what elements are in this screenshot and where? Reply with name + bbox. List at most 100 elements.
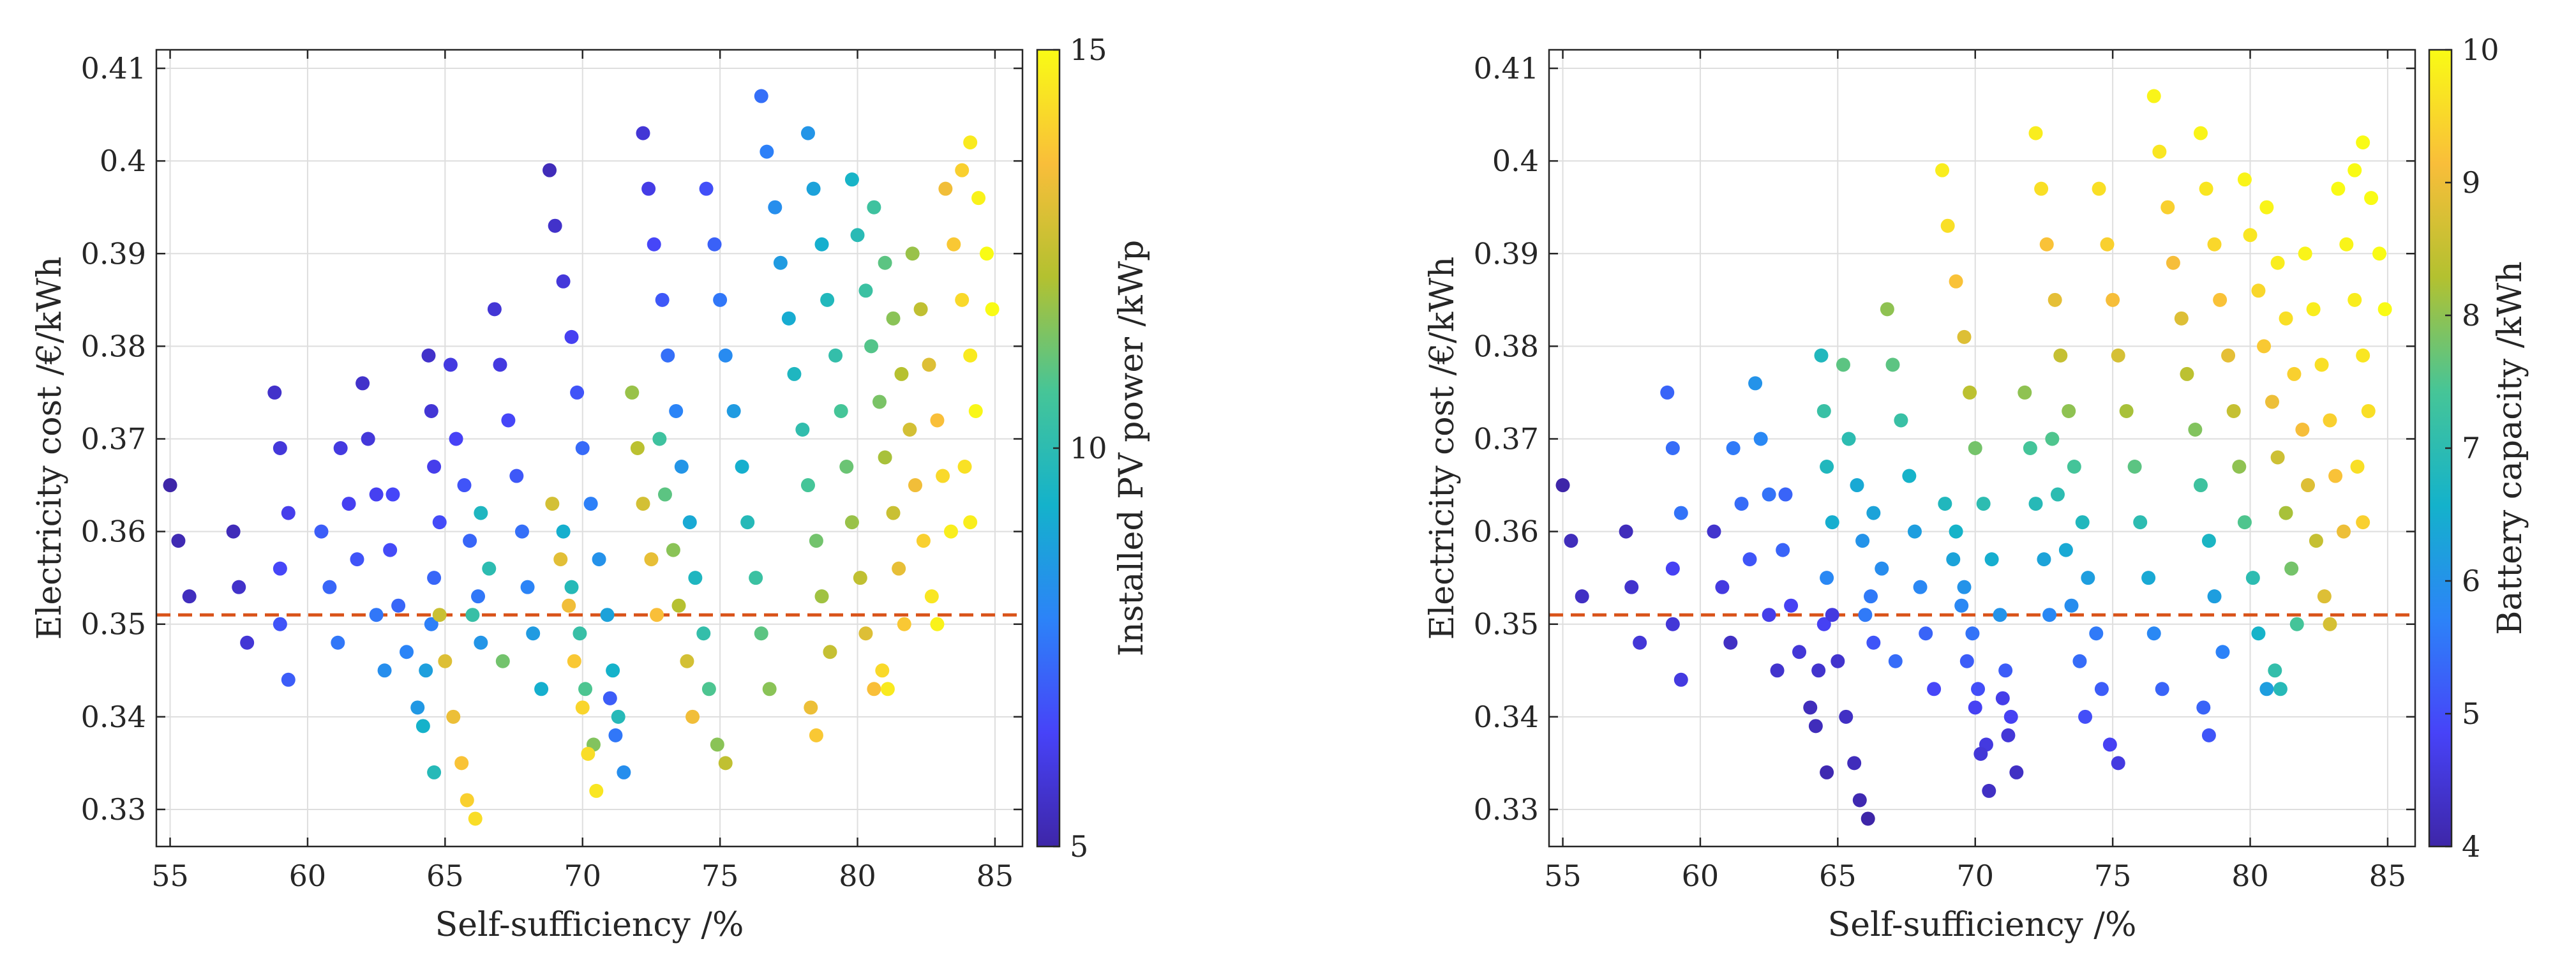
scatter-point: [562, 598, 576, 613]
scatter-point: [2152, 144, 2167, 159]
scatter-point: [543, 163, 557, 177]
scatter-point: [454, 756, 469, 771]
scatter-point: [1984, 552, 1999, 567]
scatter-point: [740, 515, 755, 530]
scatter-point: [707, 237, 722, 252]
scatter-point: [493, 357, 507, 372]
y-tick-label: 0.36: [1474, 515, 1539, 549]
scatter-point: [2356, 515, 2370, 530]
scatter-point: [2050, 487, 2065, 502]
scatter-point: [2279, 311, 2293, 326]
scatter-point: [564, 329, 579, 344]
scatter-point: [356, 376, 370, 391]
scatter-point: [534, 682, 549, 696]
scatter-point: [603, 691, 617, 705]
scatter-point: [1982, 783, 1996, 798]
scatter-point: [2339, 237, 2354, 252]
scatter-point: [2361, 403, 2376, 418]
scatter-point: [583, 497, 598, 511]
scatter-point: [1995, 691, 2010, 705]
scatter-point: [2064, 598, 2079, 613]
scatter-point: [809, 534, 823, 548]
scatter-point: [814, 589, 829, 604]
scatter-point: [331, 635, 345, 650]
y-tick-label: 0.37: [81, 421, 146, 456]
scatter-point: [760, 144, 774, 159]
scatter-point: [1778, 487, 1793, 502]
scatter-point: [556, 524, 571, 539]
scatter-point: [2268, 663, 2282, 678]
scatter-point: [575, 700, 590, 715]
scatter-point: [2003, 709, 2018, 724]
colorbar-tick-label: 5: [2462, 696, 2480, 731]
scatter-point: [2251, 283, 2266, 298]
scatter-point: [878, 255, 892, 270]
scatter-point: [839, 460, 854, 474]
scatter-point: [922, 357, 936, 372]
scatter-point: [787, 366, 802, 381]
scatter-point: [468, 811, 483, 826]
scatter-point: [657, 487, 672, 502]
x-tick-label: 75: [2094, 859, 2132, 893]
scatter-point: [897, 617, 911, 631]
scatter-point: [432, 608, 447, 622]
y-tick-label: 0.37: [1474, 421, 1539, 456]
scatter-point: [754, 89, 768, 103]
scatter-point: [2213, 292, 2228, 307]
y-tick-label: 0.41: [81, 51, 146, 86]
scatter-point: [1665, 441, 1680, 455]
scatter-point: [938, 181, 953, 196]
scatter-point: [273, 561, 287, 576]
scatter-point: [666, 543, 680, 557]
scatter-point: [968, 403, 983, 418]
scatter-point: [661, 348, 675, 363]
scatter-point: [894, 366, 909, 381]
scatter-point: [1836, 357, 1850, 372]
scatter-point: [2081, 571, 2095, 585]
scatter-point: [369, 487, 384, 502]
scatter-point: [650, 608, 664, 622]
scatter-point: [2062, 403, 2076, 418]
scatter-point: [419, 663, 433, 678]
scatter-point: [1742, 552, 1757, 567]
scatter-point: [1839, 709, 1853, 724]
scatter-point: [2042, 608, 2057, 622]
scatter-point: [858, 283, 873, 298]
y-tick-label: 0.41: [1474, 51, 1539, 86]
scatter-point: [718, 348, 733, 363]
x-tick-label: 65: [426, 859, 464, 893]
scatter-point: [2350, 460, 2365, 474]
scatter-point: [2243, 228, 2258, 243]
scatter-point: [2289, 617, 2304, 631]
scatter-point: [2207, 589, 2222, 604]
scatter-point: [680, 654, 694, 668]
scatter-point: [575, 441, 590, 455]
scatter-point: [2259, 682, 2274, 696]
scatter-point: [2174, 311, 2189, 326]
scatter-point: [2328, 469, 2343, 483]
scatter-point: [2009, 765, 2024, 779]
scatter-point: [2106, 292, 2120, 307]
scatter-point: [795, 422, 810, 437]
scatter-point: [955, 163, 970, 177]
y-tick-label: 0.38: [1474, 329, 1539, 363]
scatter-point: [1726, 441, 1741, 455]
scatter-point: [578, 682, 593, 696]
scatter-point: [2207, 237, 2222, 252]
scatter-point: [735, 460, 749, 474]
scatter-point: [2270, 450, 2285, 465]
y-axis-title: Electricity cost /€/kWh: [1423, 257, 1462, 640]
scatter-point: [886, 311, 901, 326]
scatter-point: [2111, 756, 2125, 771]
colorbar-tick-label: 10: [2462, 33, 2499, 67]
scatter-point: [427, 765, 442, 779]
scatter-point: [905, 246, 920, 261]
scatter-point: [449, 432, 463, 446]
scatter-point: [2226, 403, 2241, 418]
y-tick-label: 0.34: [1474, 700, 1539, 734]
scatter-point: [2309, 534, 2323, 548]
scatter-point: [2075, 515, 2090, 530]
scatter-point: [2348, 163, 2362, 177]
scatter-point: [1784, 598, 1799, 613]
scatter-point: [416, 719, 430, 734]
